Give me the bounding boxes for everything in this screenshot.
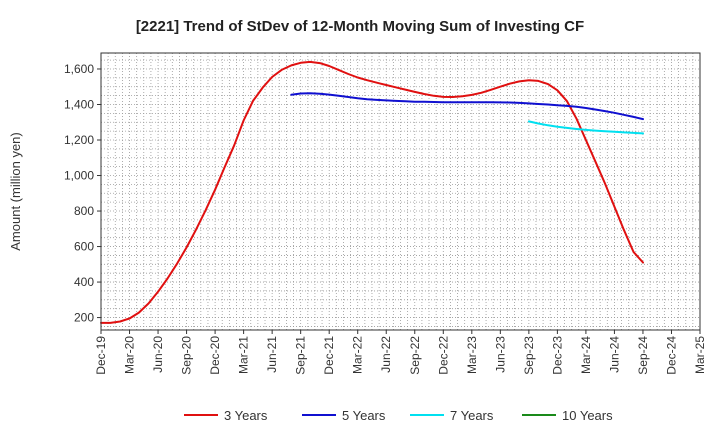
y-tick-label: 400 xyxy=(74,275,94,289)
legend-label: 3 Years xyxy=(224,408,268,423)
y-tick-label: 600 xyxy=(74,240,94,254)
x-tick-label: Dec-23 xyxy=(550,336,564,375)
x-axis-ticks: Dec-19 Mar-20 Jun-20 Sep-20 Dec-20 Mar-21 Jun-… xyxy=(94,330,707,375)
legend-label: 5 Years xyxy=(342,408,386,423)
x-tick-label: Jun-23 xyxy=(493,336,507,373)
x-tick-label: Dec-21 xyxy=(322,336,336,375)
y-tick-label: 800 xyxy=(74,204,94,218)
y-axis-ticks: 200 400 600 800 1,000 1,200 1,400 1,600 xyxy=(64,62,101,325)
legend-label: 10 Years xyxy=(562,408,613,423)
x-tick-label: Mar-23 xyxy=(465,336,479,374)
legend-label: 7 Years xyxy=(450,408,494,423)
x-tick-label: Jun-24 xyxy=(607,336,621,373)
x-tick-label: Mar-21 xyxy=(237,336,251,374)
x-tick-label: Jun-20 xyxy=(151,336,165,373)
x-tick-label: Jun-22 xyxy=(379,336,393,373)
x-tick-label: Sep-22 xyxy=(408,336,422,375)
x-tick-label: Dec-24 xyxy=(664,336,678,375)
y-tick-label: 1,600 xyxy=(64,62,94,76)
x-tick-label: Mar-24 xyxy=(579,336,593,374)
x-tick-label: Sep-24 xyxy=(636,336,650,375)
x-tick-label: Sep-20 xyxy=(180,336,194,375)
chart-title: [2221] Trend of StDev of 12-Month Moving… xyxy=(136,18,584,35)
series-line xyxy=(290,92,644,121)
x-tick-label: Mar-25 xyxy=(693,336,707,374)
y-tick-label: 200 xyxy=(74,311,94,325)
x-tick-label: Jun-21 xyxy=(265,336,279,373)
plot-frame xyxy=(100,52,701,331)
x-tick-label: Mar-22 xyxy=(351,336,365,374)
x-tick-label: Sep-23 xyxy=(522,336,536,375)
x-tick-label: Dec-20 xyxy=(208,336,222,375)
y-tick-label: 1,200 xyxy=(64,133,94,147)
y-axis-label: Amount (million yen) xyxy=(8,132,23,251)
x-tick-label: Dec-19 xyxy=(94,336,108,375)
y-tick-label: 1,000 xyxy=(64,169,94,183)
series-lines xyxy=(100,60,644,324)
grid xyxy=(100,53,701,330)
legend: 3 Years 5 Years 7 Years 10 Years xyxy=(184,408,613,423)
y-tick-label: 1,400 xyxy=(64,97,94,111)
series-line xyxy=(527,120,644,135)
series-line xyxy=(100,60,644,324)
x-tick-label: Mar-20 xyxy=(123,336,137,374)
x-tick-label: Sep-21 xyxy=(294,336,308,375)
x-tick-label: Dec-22 xyxy=(436,336,450,375)
